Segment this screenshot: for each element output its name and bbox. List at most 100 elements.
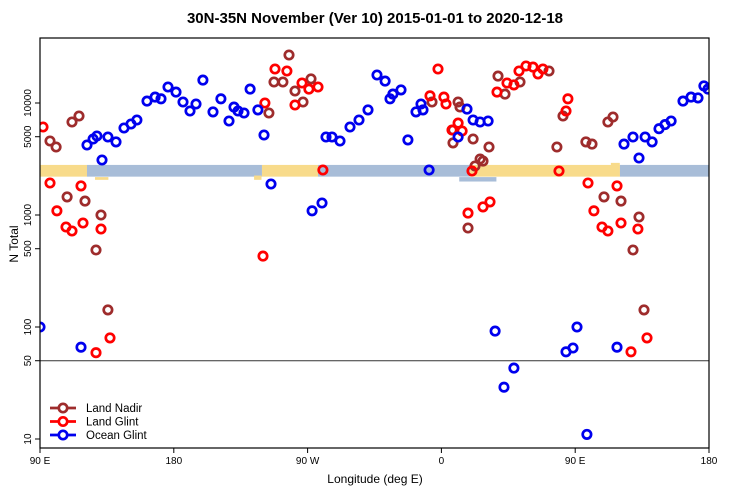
data-point bbox=[424, 90, 436, 102]
data-point bbox=[615, 195, 627, 207]
data-point bbox=[258, 129, 270, 141]
y-axis-label: N Total bbox=[7, 225, 21, 263]
data-point bbox=[141, 95, 153, 107]
data-point bbox=[320, 131, 332, 143]
x-tick-label: 90 W bbox=[296, 456, 320, 467]
data-point bbox=[384, 93, 396, 105]
data-point bbox=[513, 65, 525, 77]
map-band-land-segment bbox=[469, 164, 620, 177]
data-point bbox=[73, 110, 85, 122]
data-point bbox=[110, 136, 122, 148]
series-land-nadir bbox=[44, 49, 650, 316]
data-point bbox=[95, 209, 107, 221]
data-point bbox=[581, 428, 593, 440]
map-band-fringe bbox=[254, 175, 262, 180]
legend-marker-1 bbox=[57, 415, 69, 428]
y-tick-label: 1000 bbox=[23, 203, 34, 226]
data-point bbox=[102, 304, 114, 316]
data-point bbox=[580, 136, 592, 148]
data-point bbox=[131, 114, 143, 126]
data-point bbox=[207, 106, 219, 118]
data-point bbox=[306, 205, 318, 217]
data-point bbox=[483, 141, 495, 153]
data-point bbox=[281, 65, 293, 77]
y-tick-label: 50 bbox=[23, 355, 34, 367]
data-point bbox=[61, 191, 73, 203]
data-point bbox=[560, 105, 572, 117]
data-point bbox=[477, 201, 489, 213]
data-point bbox=[415, 98, 427, 110]
data-point bbox=[104, 332, 116, 344]
data-point bbox=[586, 138, 598, 150]
x-tick-label: 180 bbox=[701, 456, 718, 467]
data-point bbox=[402, 134, 414, 146]
data-point bbox=[553, 165, 565, 177]
legend-marker-0 bbox=[57, 402, 69, 414]
data-point bbox=[215, 93, 227, 105]
data-point bbox=[379, 75, 391, 87]
data-point bbox=[692, 92, 704, 104]
data-point bbox=[283, 49, 295, 61]
data-point bbox=[611, 180, 623, 192]
data-point bbox=[303, 83, 315, 95]
y-tick-label: 500 bbox=[23, 240, 34, 257]
map-band-fringe bbox=[459, 177, 497, 182]
data-point bbox=[615, 217, 627, 229]
plot-border bbox=[39, 37, 710, 449]
data-point bbox=[395, 84, 407, 96]
data-point bbox=[265, 178, 277, 190]
data-point bbox=[611, 341, 623, 353]
data-point bbox=[91, 130, 103, 142]
data-point bbox=[66, 225, 78, 237]
data-point bbox=[423, 164, 435, 176]
map-band-land-segment bbox=[40, 164, 87, 177]
series-land-glint bbox=[40, 60, 653, 359]
data-point bbox=[498, 381, 510, 393]
data-point bbox=[334, 135, 346, 147]
y-tick-label: 5000 bbox=[23, 125, 34, 148]
data-point bbox=[277, 76, 289, 88]
data-point bbox=[316, 197, 328, 209]
plot-area bbox=[40, 49, 709, 440]
data-point bbox=[232, 105, 244, 117]
y-tick-label: 10000 bbox=[23, 89, 34, 117]
data-point bbox=[96, 154, 108, 166]
data-point bbox=[627, 244, 639, 256]
data-point bbox=[81, 139, 93, 151]
data-point bbox=[602, 225, 614, 237]
data-point bbox=[362, 104, 374, 116]
data-point bbox=[646, 136, 658, 148]
data-point bbox=[639, 131, 651, 143]
series-ocean-glint bbox=[40, 69, 709, 440]
y-tick-label: 10 bbox=[23, 433, 34, 445]
data-point bbox=[477, 155, 489, 167]
data-point bbox=[184, 105, 196, 117]
data-point bbox=[492, 70, 504, 82]
data-point bbox=[582, 177, 594, 189]
data-point bbox=[50, 141, 62, 153]
data-point bbox=[702, 83, 709, 95]
data-point bbox=[149, 91, 161, 103]
data-point bbox=[440, 98, 452, 110]
data-point bbox=[508, 79, 520, 91]
data-point bbox=[627, 131, 639, 143]
data-point bbox=[244, 83, 256, 95]
data-point bbox=[44, 177, 56, 189]
x-tick-label: 90 E bbox=[30, 456, 51, 467]
data-point bbox=[40, 321, 46, 333]
data-point bbox=[263, 107, 275, 119]
data-point bbox=[170, 86, 182, 98]
chart-title: 30N-35N November (Ver 10) 2015-01-01 to … bbox=[186, 10, 564, 27]
data-point bbox=[467, 133, 479, 145]
data-point bbox=[162, 81, 174, 93]
data-point bbox=[537, 63, 549, 75]
data-point bbox=[426, 96, 438, 108]
data-point bbox=[638, 304, 650, 316]
data-point bbox=[257, 250, 269, 262]
data-point bbox=[155, 93, 167, 105]
data-point bbox=[289, 85, 301, 97]
data-point bbox=[633, 152, 645, 164]
data-point bbox=[598, 191, 610, 203]
data-point bbox=[353, 114, 365, 126]
